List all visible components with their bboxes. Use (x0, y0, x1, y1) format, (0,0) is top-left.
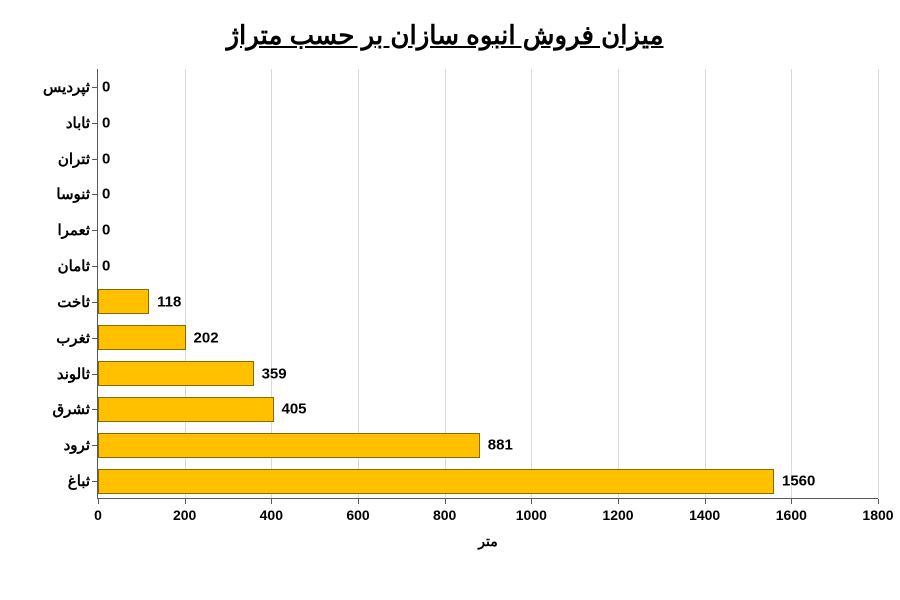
bar-data-label: 0 (102, 186, 110, 203)
bar-data-label: 1560 (782, 473, 815, 490)
y-category-label: ثباغ (20, 472, 90, 490)
bar (98, 361, 254, 386)
bar-data-label: 0 (102, 222, 110, 239)
bar (98, 289, 149, 314)
bar (98, 325, 186, 350)
gridline (705, 69, 706, 499)
gridline (618, 69, 619, 499)
y-tick-mark (92, 230, 97, 231)
y-tick-mark (92, 266, 97, 267)
x-tick-label: 1200 (602, 507, 633, 523)
y-tick-mark (92, 338, 97, 339)
y-tick-mark (92, 194, 97, 195)
y-category-label: ثنوسا (20, 185, 90, 203)
x-tick-mark (791, 499, 792, 504)
x-tick-mark (358, 499, 359, 504)
bar (98, 397, 274, 422)
y-category-label: ثعمرا (20, 221, 90, 239)
gridline (878, 69, 879, 499)
x-tick-label: 1800 (862, 507, 893, 523)
x-tick-mark (185, 499, 186, 504)
x-tick-label: 800 (433, 507, 456, 523)
x-tick-mark (705, 499, 706, 504)
x-tick-label: 0 (94, 507, 102, 523)
x-tick-label: 1400 (689, 507, 720, 523)
x-tick-label: 600 (346, 507, 369, 523)
x-tick-label: 200 (173, 507, 196, 523)
bar-data-label: 202 (194, 329, 219, 346)
bar (98, 469, 774, 494)
bar-data-label: 0 (102, 258, 110, 275)
x-tick-mark (878, 499, 879, 504)
bar-data-label: 0 (102, 150, 110, 167)
bar-data-label: 0 (102, 114, 110, 131)
bar-data-label: 881 (488, 437, 513, 454)
x-axis: 020040060080010001200140016001800متر (98, 499, 878, 559)
bar-data-label: 359 (262, 365, 287, 382)
y-category-label: ثتران (20, 150, 90, 168)
y-tick-mark (92, 302, 97, 303)
y-category-label: ثشرق (20, 400, 90, 418)
y-category-label: ثالوند (20, 365, 90, 383)
y-category-label: ثاباد (20, 114, 90, 132)
y-category-label: ثرود (20, 436, 90, 454)
x-tick-mark (618, 499, 619, 504)
y-tick-mark (92, 87, 97, 88)
chart-container: میزان فروش انبوه سازان بر حسب متراژ 0 200… (0, 0, 900, 600)
x-tick-mark (531, 499, 532, 504)
x-tick-mark (271, 499, 272, 504)
x-axis-title: متر (478, 533, 497, 550)
y-tick-mark (92, 123, 97, 124)
y-category-label: ثپردیس (20, 78, 90, 96)
y-tick-mark (92, 481, 97, 482)
gridline (791, 69, 792, 499)
plot-area: 020040060080010001200140016001800مترثباغ… (20, 69, 870, 499)
y-tick-mark (92, 445, 97, 446)
y-tick-mark (92, 409, 97, 410)
x-axis-line (97, 498, 878, 499)
y-category-label: ثاخت (20, 293, 90, 311)
bar (98, 433, 480, 458)
y-tick-mark (92, 374, 97, 375)
bar-data-label: 0 (102, 78, 110, 95)
y-category-label: ثامان (20, 257, 90, 275)
y-category-label: ثغرب (20, 329, 90, 347)
x-tick-label: 1600 (776, 507, 807, 523)
y-tick-mark (92, 159, 97, 160)
bar-data-label: 405 (282, 401, 307, 418)
x-tick-label: 400 (260, 507, 283, 523)
x-tick-label: 1000 (516, 507, 547, 523)
x-tick-mark (98, 499, 99, 504)
bar-data-label: 118 (157, 293, 181, 310)
gridline (531, 69, 532, 499)
x-tick-mark (445, 499, 446, 504)
chart-title: میزان فروش انبوه سازان بر حسب متراژ (20, 20, 870, 51)
